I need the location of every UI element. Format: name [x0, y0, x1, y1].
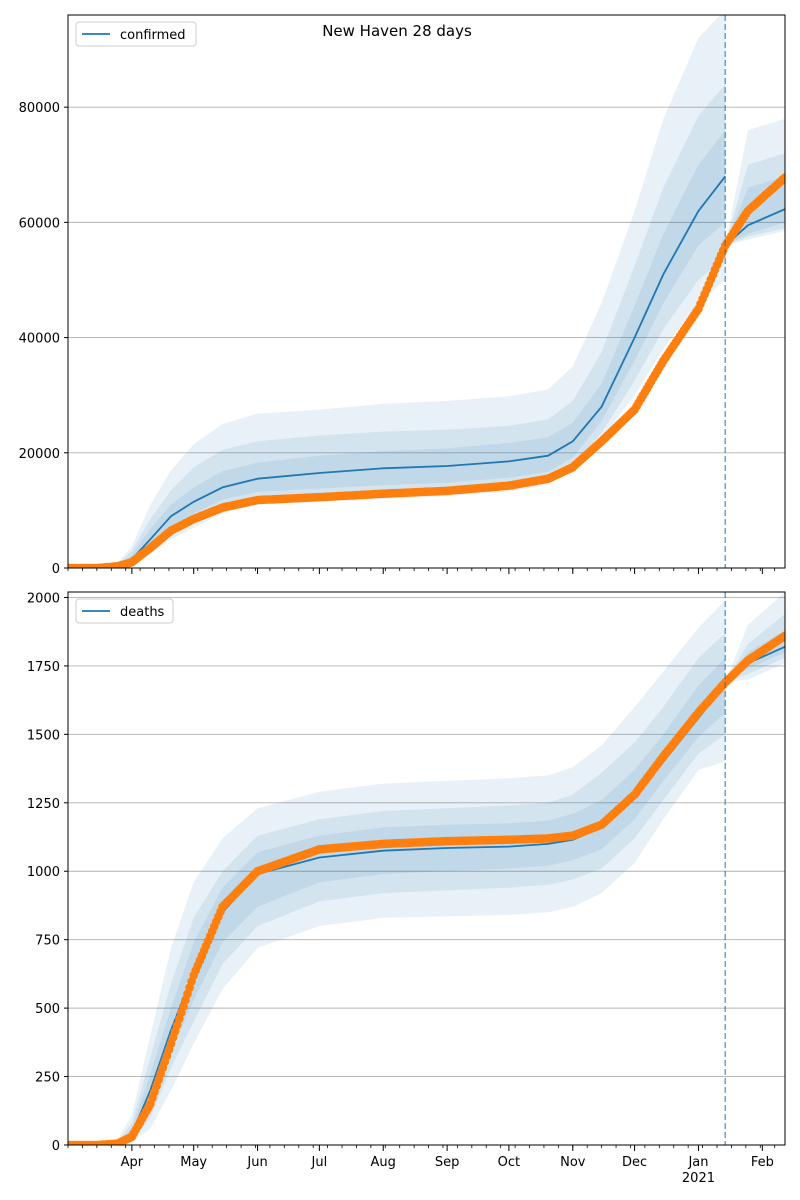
confirmed-band-outer: [725, 118, 785, 246]
x-tick-label: May: [180, 1155, 207, 1170]
observed-point: [780, 631, 785, 641]
y-tick-label: 40000: [19, 332, 60, 347]
y-tick-label: 500: [35, 1002, 60, 1017]
y-tick-label: 2000: [27, 591, 60, 606]
deaths-plot-area: [68, 592, 785, 1145]
legend-label: confirmed: [120, 28, 186, 43]
x-tick-label: Aug: [371, 1155, 396, 1170]
y-tick-label: 20000: [19, 447, 60, 462]
deaths-band-middle: [68, 633, 726, 1145]
x-tick-label: Feb: [751, 1155, 774, 1170]
deaths-band-outer: [68, 600, 726, 1145]
x-tick-label: Sep: [435, 1155, 460, 1170]
y-tick-label: 80000: [19, 101, 60, 116]
x-tick-label: Oct: [498, 1155, 520, 1170]
deaths-axes-frame: [67, 591, 786, 1146]
x-tick-label: Dec: [622, 1155, 647, 1170]
confirmed-band-inner: [68, 130, 726, 568]
confirmed-plot-area: [68, 15, 785, 568]
x-year-label: 2021: [682, 1171, 715, 1186]
y-tick-label: 1000: [27, 865, 60, 880]
y-tick-label: 1500: [27, 728, 60, 743]
y-tick-label: 60000: [19, 216, 60, 231]
y-tick-label: 0: [52, 562, 60, 577]
chart-title: New Haven 28 days: [322, 22, 472, 40]
x-tick-label: Jun: [246, 1155, 267, 1170]
legend-box: [75, 598, 174, 624]
deaths-band-outer: [725, 592, 785, 683]
y-tick-label: 250: [35, 1071, 60, 1086]
x-tick-label: Nov: [560, 1155, 586, 1170]
confirmed-observed-points: [68, 173, 785, 568]
y-tick-label: 750: [35, 934, 60, 949]
deaths-observed-points: [68, 631, 785, 1145]
y-tick-label: 0: [52, 1139, 60, 1154]
y-tick-label: 1250: [27, 797, 60, 812]
legend-box: [75, 21, 197, 47]
legend-label: deaths: [120, 605, 165, 620]
observed-point: [780, 173, 785, 182]
x-tick-label: Jan: [687, 1155, 708, 1170]
x-tick-label: Jul: [311, 1155, 328, 1170]
confirmed-chart-panel: 0 20000 40000 60000 80000 confirmed: [19, 14, 786, 577]
confirmed-band-middle: [68, 84, 726, 568]
confirmed-axes-frame: [67, 14, 786, 569]
x-tick-label: Apr: [121, 1155, 144, 1170]
y-tick-label: 1750: [27, 660, 60, 675]
deaths-chart-panel: 0 250 500 750 1000 1250 1500 1750 2000 Apr May Jun J…: [27, 591, 786, 1186]
confirmed-band-outer: [68, 15, 726, 568]
